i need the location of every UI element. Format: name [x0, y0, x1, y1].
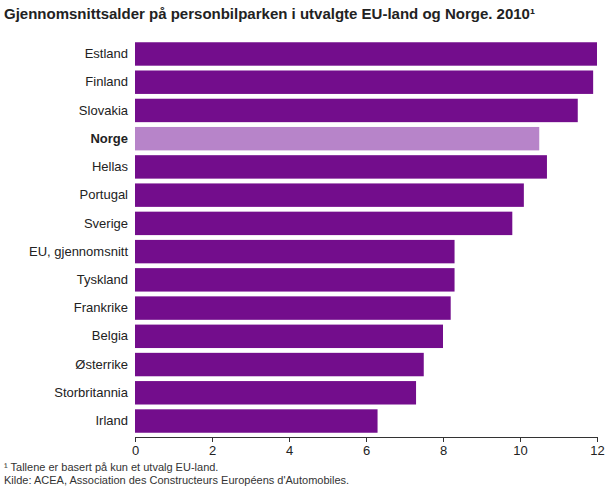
y-tick: Storbritannia [54, 385, 135, 400]
y-tick: Finland [85, 74, 135, 89]
x-tick-mark [289, 437, 290, 442]
y-tick-label: Hellas [92, 159, 129, 174]
x-tick-mark [135, 437, 136, 442]
y-tick: Irland [95, 413, 135, 428]
bar [135, 212, 512, 235]
x-tick-label: 10 [513, 443, 527, 458]
y-tick: Hellas [92, 159, 135, 174]
y-tick-label: Frankrike [74, 300, 128, 315]
y-tick-label: Tyskland [77, 272, 128, 287]
x-tick-mark [520, 437, 521, 442]
title: Gjennomsnittsalder på personbilparken i … [4, 5, 535, 22]
x-tick-label: 4 [286, 443, 293, 458]
footnote: ¹ Tallene er basert på kun et utvalg EU-… [4, 461, 218, 473]
y-tick-label: Belgia [92, 328, 129, 343]
y-tick-label: Norge [90, 131, 128, 146]
x-tick-mark [212, 437, 213, 442]
bar [135, 296, 451, 319]
x-tick: 8 [440, 437, 447, 458]
x-tick: 0 [132, 437, 139, 458]
x-axis: 0 2 4 6 8 10 12 [132, 437, 605, 458]
y-tick: Frankrike [74, 300, 135, 315]
y-tick-label: Østerrike [75, 357, 128, 372]
x-tick: 4 [286, 437, 293, 458]
x-tick-mark [597, 437, 598, 442]
bar [135, 99, 578, 122]
x-tick-mark [443, 437, 444, 442]
y-tick-label: Estland [85, 46, 128, 61]
y-axis: Estland Finland Slovakia Norge Hellas Portuga… [29, 46, 135, 428]
footnotes: ¹ Tallene er basert på kun et utvalg EU-… [4, 461, 349, 486]
y-tick-label: Finland [85, 74, 128, 89]
y-tick-label: Portugal [80, 187, 129, 202]
x-tick: 10 [513, 437, 527, 458]
y-tick: Belgia [92, 328, 135, 343]
x-tick: 6 [363, 437, 370, 458]
x-tick-label: 2 [209, 443, 216, 458]
y-tick-label: Sverige [84, 216, 128, 231]
y-tick-label: Storbritannia [54, 385, 128, 400]
bar [135, 240, 455, 263]
bar [135, 353, 424, 376]
y-tick: EU, gjennomsnitt [29, 244, 135, 259]
x-tick: 12 [590, 437, 604, 458]
y-tick: Portugal [80, 187, 135, 202]
y-tick: Tyskland [77, 272, 135, 287]
y-tick: Estland [85, 46, 135, 61]
bar [135, 325, 443, 348]
x-axis-line [136, 438, 598, 443]
bar [135, 70, 593, 93]
x-tick-label: 6 [363, 443, 370, 458]
y-tick: Slovakia [79, 103, 135, 118]
x-tick: 2 [209, 437, 216, 458]
bar [135, 409, 378, 432]
x-tick-label: 12 [590, 443, 604, 458]
x-tick-label: 8 [440, 443, 447, 458]
bar [135, 381, 416, 404]
y-tick: Norge [90, 131, 135, 146]
footnote: Kilde: ACEA, Association des Constructeu… [4, 474, 349, 486]
y-tick: Østerrike [75, 357, 135, 372]
bar [135, 155, 547, 178]
bar [135, 183, 524, 206]
y-tick-label: EU, gjennomsnitt [29, 244, 128, 259]
bar [135, 127, 539, 150]
bars [135, 42, 597, 432]
y-tick-label: Slovakia [79, 103, 129, 118]
bar [135, 42, 597, 65]
y-tick-label: Irland [95, 413, 128, 428]
chart: Gjennomsnittsalder på personbilparken i … [0, 0, 610, 488]
plot: Estland Finland Slovakia Norge Hellas Portuga… [29, 42, 605, 458]
x-tick-mark [366, 437, 367, 442]
x-tick-label: 0 [132, 443, 139, 458]
y-tick: Sverige [84, 216, 135, 231]
bar [135, 268, 455, 291]
